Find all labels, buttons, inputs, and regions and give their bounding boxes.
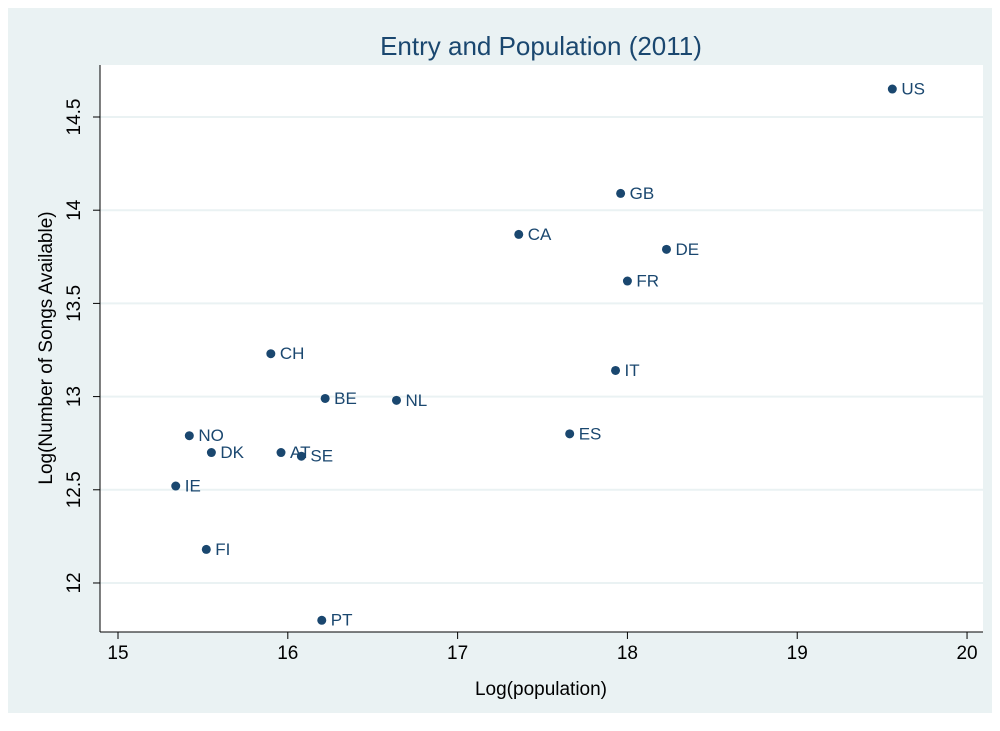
x-tick-label: 19 — [787, 643, 808, 664]
point — [266, 349, 276, 359]
x-tick-label: 15 — [107, 643, 128, 664]
point-label: DE — [675, 240, 699, 259]
x-tick-label: 17 — [447, 643, 468, 664]
point-label: CA — [528, 225, 552, 244]
point-label: ES — [579, 424, 602, 443]
y-tick-label: 14.5 — [64, 99, 85, 136]
grid — [100, 116, 983, 584]
point-label: GB — [630, 184, 655, 203]
point — [171, 481, 181, 491]
y-tick-label: 13.5 — [64, 285, 85, 322]
x-axis-title: Log(population) — [475, 679, 607, 700]
y-axis-title: Log(Number of Songs Available) — [36, 211, 57, 484]
point-label: PT — [331, 611, 353, 630]
point-label: IE — [185, 477, 201, 496]
plot-region — [100, 65, 983, 632]
point — [296, 451, 306, 461]
point — [611, 365, 621, 375]
point-label: NL — [405, 391, 427, 410]
point — [276, 448, 286, 458]
point — [622, 276, 632, 286]
point — [184, 431, 194, 441]
x-tick-label: 16 — [277, 643, 298, 664]
point — [320, 393, 330, 403]
point-label: BE — [334, 389, 357, 408]
point — [887, 84, 897, 94]
point-label: SE — [310, 447, 333, 466]
point-label: FR — [636, 272, 659, 291]
chart-title: Entry and Population (2011) — [380, 31, 702, 61]
point-label: DK — [220, 443, 244, 462]
point — [206, 448, 216, 458]
point — [514, 229, 524, 239]
point — [317, 615, 327, 625]
point-label: CH — [280, 344, 305, 363]
y-tick-label: 14 — [64, 199, 85, 221]
point-label: FI — [215, 540, 230, 559]
point — [661, 244, 671, 254]
y-tick-label: 12.5 — [64, 471, 85, 508]
x-tick-label: 18 — [617, 643, 638, 664]
point-label: US — [901, 80, 925, 99]
x-tick-label: 20 — [956, 643, 977, 664]
point — [391, 395, 401, 405]
point-label: NO — [198, 426, 224, 445]
point — [201, 544, 211, 554]
point — [616, 188, 626, 198]
point — [565, 429, 575, 439]
y-tick-label: 12 — [64, 572, 85, 593]
y-tick-label: 13 — [64, 386, 85, 407]
point-label: IT — [625, 361, 640, 380]
